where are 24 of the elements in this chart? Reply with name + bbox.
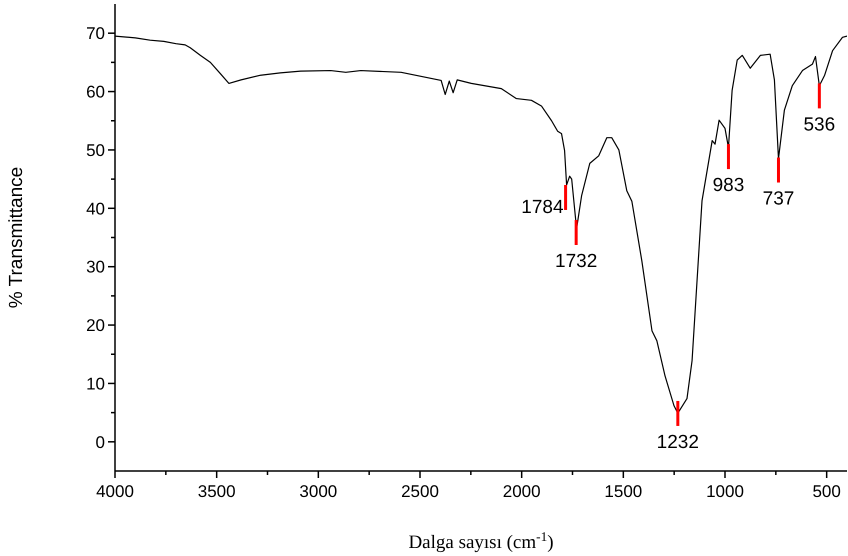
y-tick-label: 60 — [86, 82, 105, 102]
annotation: 737 — [762, 188, 794, 210]
annotation: 1232 — [656, 432, 699, 453]
x-axis-title: Dalga sayısı (cm$^{-1}$) — [408, 528, 554, 553]
y-tick-label: 20 — [86, 316, 105, 336]
annotation: 536 — [803, 114, 836, 136]
annotation: 1784 — [521, 196, 564, 218]
y-axis-title: % Transmittance — [6, 166, 27, 308]
x-tick-label: 2000 — [502, 482, 541, 501]
y-tick-label: 0 — [96, 432, 105, 452]
y-tick-label: 30 — [86, 258, 105, 277]
x-tick-label: 3500 — [198, 482, 236, 501]
x-tick-label: 500 — [812, 482, 841, 501]
y-tick-label: 10 — [86, 374, 105, 394]
annotation: 983 — [712, 175, 744, 196]
annotation: 1732 — [555, 250, 598, 272]
x-tick-label: 4000 — [96, 482, 134, 501]
y-tick-label: 40 — [86, 199, 105, 218]
x-tick-label: 1500 — [604, 482, 642, 501]
x-tick-label: 1000 — [706, 482, 744, 501]
y-tick-label: 70 — [86, 24, 105, 44]
x-tick-label: 2500 — [401, 482, 439, 501]
y-tick-label: 50 — [86, 140, 105, 160]
x-tick-label: 3000 — [299, 482, 338, 501]
